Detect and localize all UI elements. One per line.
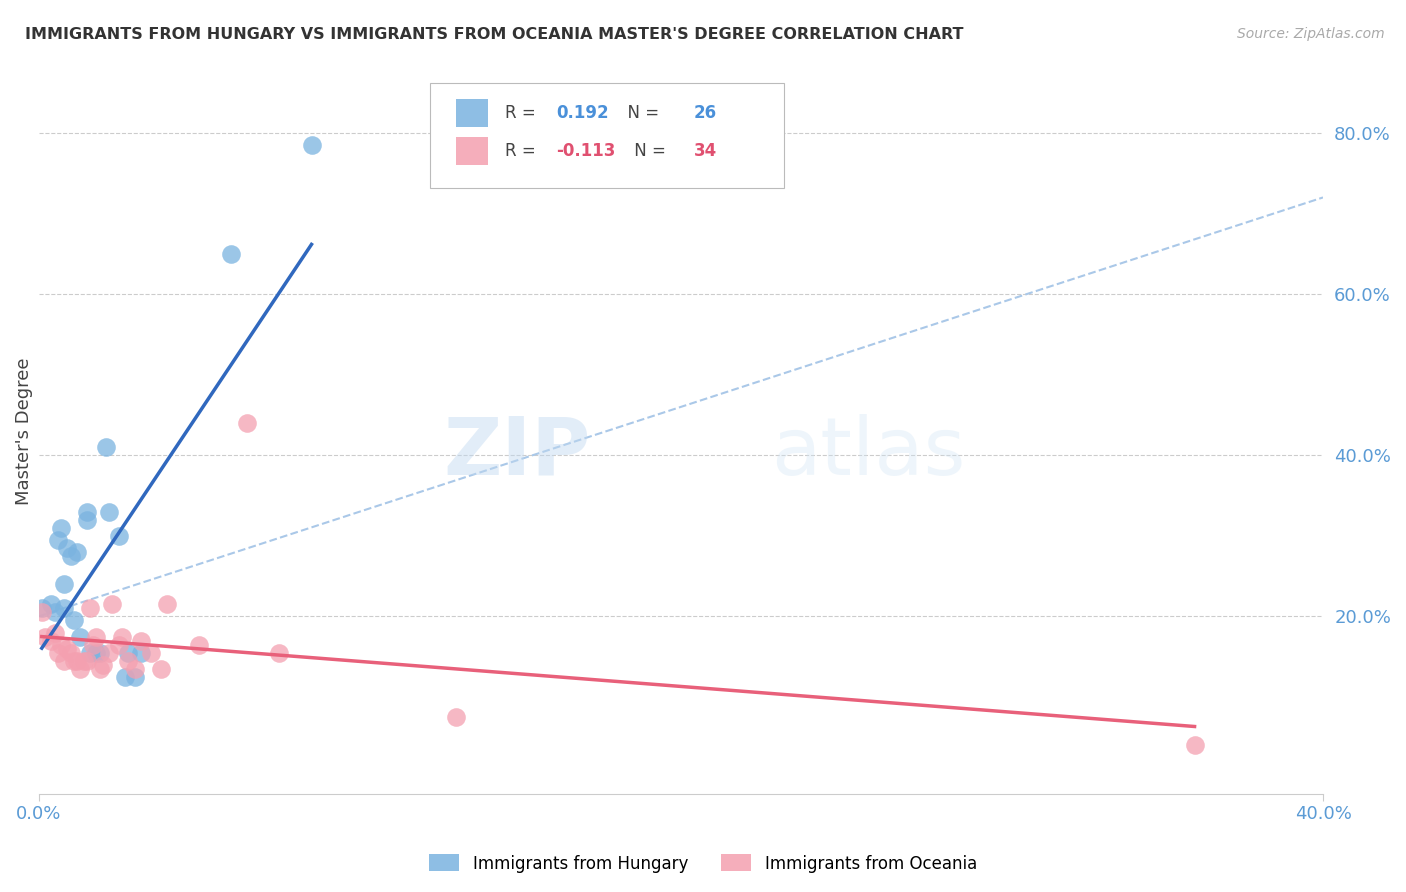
Text: 26: 26 — [693, 103, 717, 121]
Point — [98, 646, 121, 660]
Point — [76, 513, 98, 527]
Point — [236, 416, 259, 430]
Y-axis label: Master's Degree: Master's Degree — [15, 358, 32, 505]
Point — [89, 662, 111, 676]
Point — [56, 641, 79, 656]
Point — [98, 505, 121, 519]
Point — [139, 646, 162, 660]
Point — [89, 646, 111, 660]
Point — [34, 630, 56, 644]
Point — [101, 597, 124, 611]
Point — [53, 601, 76, 615]
Point — [56, 541, 79, 555]
Point — [114, 670, 136, 684]
Legend: Immigrants from Hungary, Immigrants from Oceania: Immigrants from Hungary, Immigrants from… — [423, 847, 983, 880]
Text: 34: 34 — [693, 142, 717, 161]
Text: -0.113: -0.113 — [557, 142, 616, 161]
Point — [269, 646, 291, 660]
Point — [31, 606, 53, 620]
Point — [69, 662, 91, 676]
Point — [94, 440, 117, 454]
Point — [149, 662, 172, 676]
Point — [124, 670, 146, 684]
Point — [76, 505, 98, 519]
Text: N =: N = — [617, 103, 664, 121]
Point — [444, 710, 467, 724]
Point — [131, 646, 153, 660]
Point — [49, 638, 72, 652]
Point — [91, 657, 114, 672]
Point — [108, 529, 131, 543]
Point — [219, 247, 242, 261]
Point — [301, 138, 323, 153]
Point — [188, 638, 211, 652]
Point — [86, 630, 108, 644]
Point — [79, 601, 101, 615]
Point — [53, 654, 76, 668]
Point — [117, 646, 139, 660]
Text: IMMIGRANTS FROM HUNGARY VS IMMIGRANTS FROM OCEANIA MASTER'S DEGREE CORRELATION C: IMMIGRANTS FROM HUNGARY VS IMMIGRANTS FR… — [25, 27, 963, 42]
Point — [86, 646, 108, 660]
Point — [66, 545, 89, 559]
Point — [59, 549, 82, 563]
Point — [49, 521, 72, 535]
Point — [63, 614, 86, 628]
Text: R =: R = — [505, 142, 541, 161]
Text: 0.192: 0.192 — [557, 103, 609, 121]
Point — [41, 633, 63, 648]
Text: atlas: atlas — [770, 414, 965, 491]
Point — [59, 646, 82, 660]
Bar — [456, 99, 488, 127]
Point — [69, 630, 91, 644]
Point — [111, 630, 134, 644]
Text: ZIP: ZIP — [444, 414, 591, 491]
Point — [117, 654, 139, 668]
Point — [76, 654, 98, 668]
Point — [108, 638, 131, 652]
Point — [131, 633, 153, 648]
Text: R =: R = — [505, 103, 541, 121]
Point — [124, 662, 146, 676]
Bar — [456, 137, 488, 165]
Point — [31, 601, 53, 615]
Point — [63, 654, 86, 668]
Point — [46, 646, 69, 660]
Point — [1184, 739, 1206, 753]
Point — [41, 597, 63, 611]
Point — [66, 654, 89, 668]
Point — [44, 606, 66, 620]
Point — [82, 638, 104, 652]
Point — [156, 597, 179, 611]
Point — [44, 625, 66, 640]
FancyBboxPatch shape — [430, 83, 783, 188]
Point — [53, 577, 76, 591]
Point — [72, 654, 94, 668]
Point — [79, 646, 101, 660]
Text: N =: N = — [630, 142, 672, 161]
Text: Source: ZipAtlas.com: Source: ZipAtlas.com — [1237, 27, 1385, 41]
Point — [46, 533, 69, 547]
